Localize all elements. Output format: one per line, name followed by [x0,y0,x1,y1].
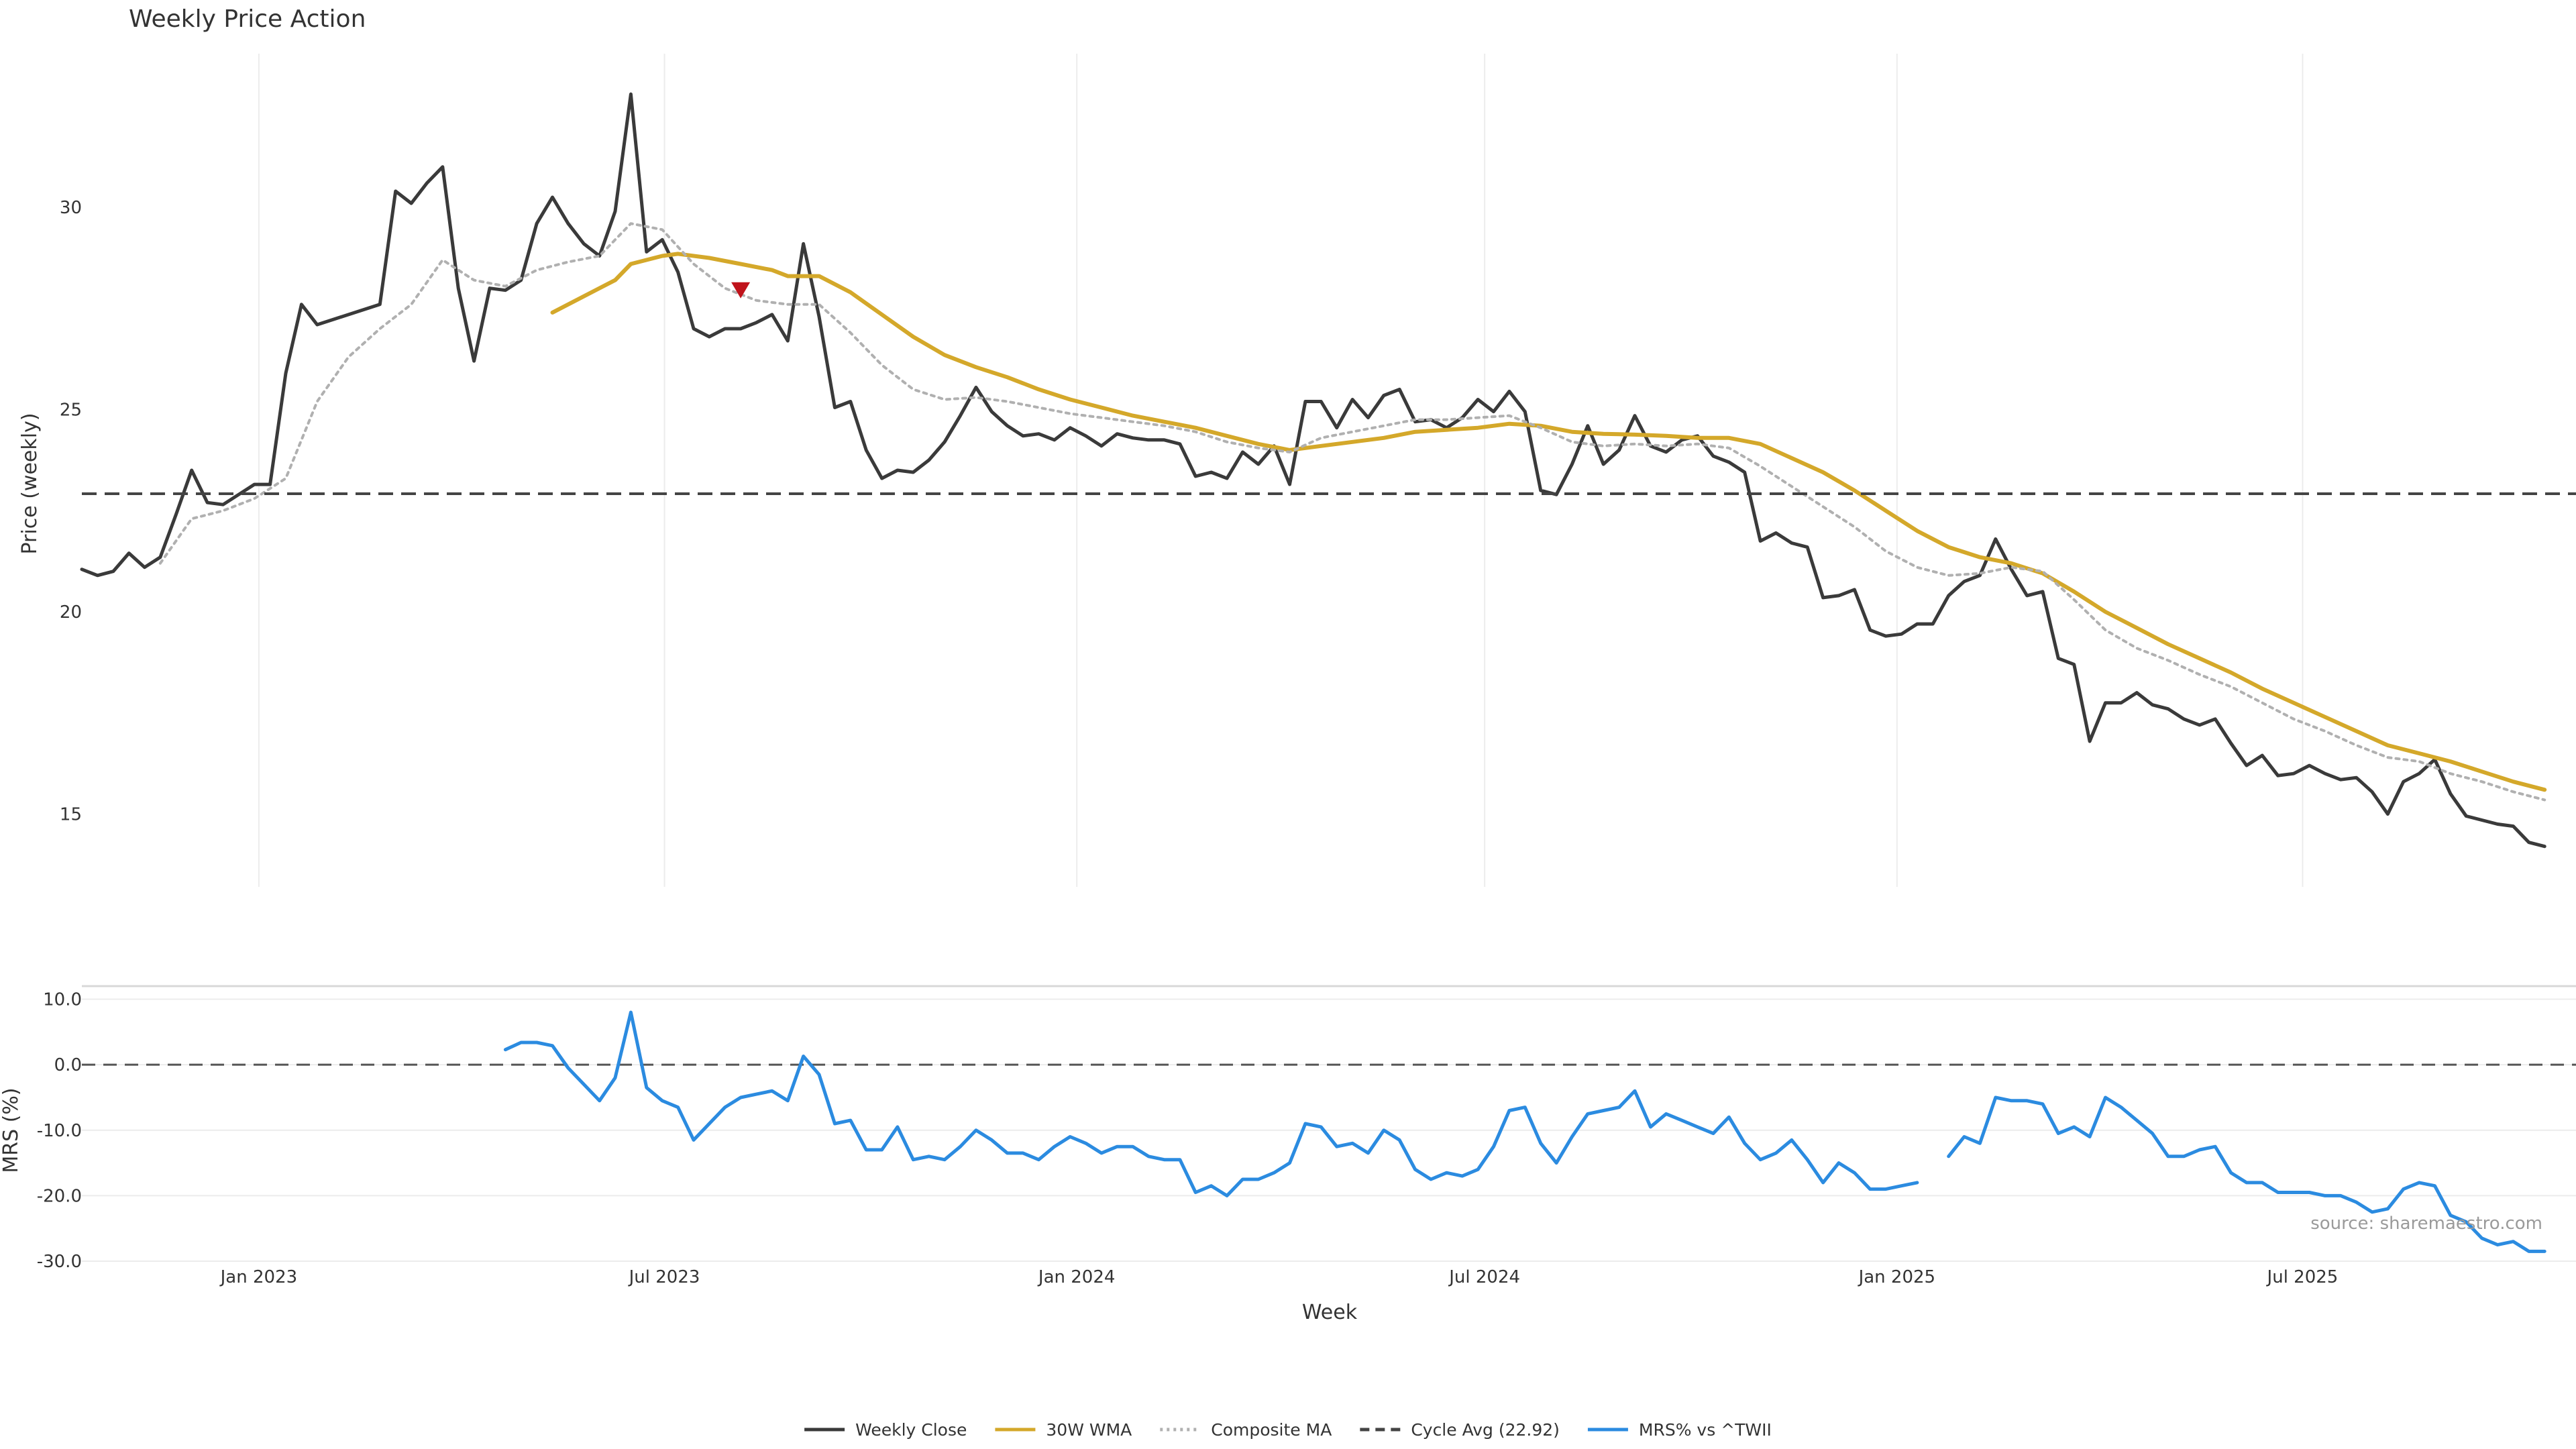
price-tick-label: 15 [60,804,82,824]
x-tick-jul-2024: Jul 2024 [1448,1267,1520,1287]
mrs-tick-label: -10.0 [37,1121,82,1141]
x-tick-jan-2025: Jan 2025 [1858,1267,1936,1287]
price-y-ticks: 15 20 25 30 [60,198,82,824]
mrs-grid [82,998,2576,1262]
legend-item-cycle-avg-22-92: Cycle Avg (22.92) [1360,1420,1560,1440]
series-weekly-close [80,92,2546,849]
x-tick-jul-2023: Jul 2023 [628,1267,700,1287]
chart-title: Weekly Price Action [129,5,366,33]
x-tick-jan-2023: Jan 2023 [219,1267,298,1287]
mrs-tick-label: -20.0 [37,1186,82,1206]
mrs-axis-label: MRS (%) [0,1087,23,1173]
price-tick-label: 30 [60,198,82,218]
x-axis-ticks: Jan 2023 Jul 2023 Jan 2024 Jul 2024 Jan 2025… [219,1267,2339,1287]
legend-item-30w-wma: 30W WMA [995,1420,1132,1440]
price-panel: 15 20 25 30 Price (weekly) [18,54,2576,887]
x-tick-jan-2024: Jan 2024 [1037,1267,1116,1287]
series-mrs-vs-twii-segment-2 [1947,1095,2546,1253]
signal-marker-triangle-down [731,282,751,299]
price-tick-label: 25 [60,400,82,421]
mrs-tick-label: 10.0 [43,990,82,1010]
series-composite-ma [158,222,2546,802]
legend-label: MRS% vs ^TWII [1639,1420,1772,1440]
mrs-tick-label: -30.0 [37,1252,82,1272]
x-axis-label: Week [1302,1301,1358,1324]
series-mrs-vs-twii-segment-1 [503,1010,1919,1197]
legend-label: 30W WMA [1046,1420,1132,1440]
price-axis-label: Price (weekly) [18,413,42,554]
price-grid [258,54,2304,887]
legend-label: Cycle Avg (22.92) [1411,1420,1560,1440]
legend-item-composite-ma: Composite MA [1160,1420,1332,1440]
price-series [80,92,2576,849]
legend-item-weekly-close: Weekly Close [804,1420,967,1440]
series-30w-wma [550,252,2547,792]
mrs-tick-label: 0.0 [54,1055,82,1075]
legend: Weekly Close 30W WMA Composite MA Cycle Avg… [804,1420,1772,1440]
x-tick-jul-2025: Jul 2025 [2266,1267,2339,1287]
legend-label: Composite MA [1211,1420,1332,1440]
legend-item-mrs-vs-twii: MRS% vs ^TWII [1587,1420,1772,1440]
mrs-series [503,1010,2546,1253]
price-tick-label: 20 [60,602,82,623]
mrs-y-ticks: 10.0 0.0 -10.0 -20.0 -30.0 [37,990,82,1272]
source-note: source: sharemaestro.com [2310,1214,2542,1234]
legend-label: Weekly Close [855,1420,967,1440]
mrs-panel: 10.0 0.0 -10.0 -20.0 -30.0 MRS (%) source: s… [0,985,2576,1272]
